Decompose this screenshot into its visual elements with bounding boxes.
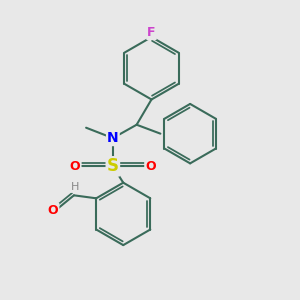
Text: O: O (145, 160, 156, 173)
Text: H: H (71, 182, 80, 192)
Text: S: S (107, 157, 119, 175)
Text: O: O (70, 160, 80, 173)
Text: F: F (147, 26, 156, 39)
Text: O: O (48, 204, 58, 217)
Text: N: N (107, 131, 119, 145)
